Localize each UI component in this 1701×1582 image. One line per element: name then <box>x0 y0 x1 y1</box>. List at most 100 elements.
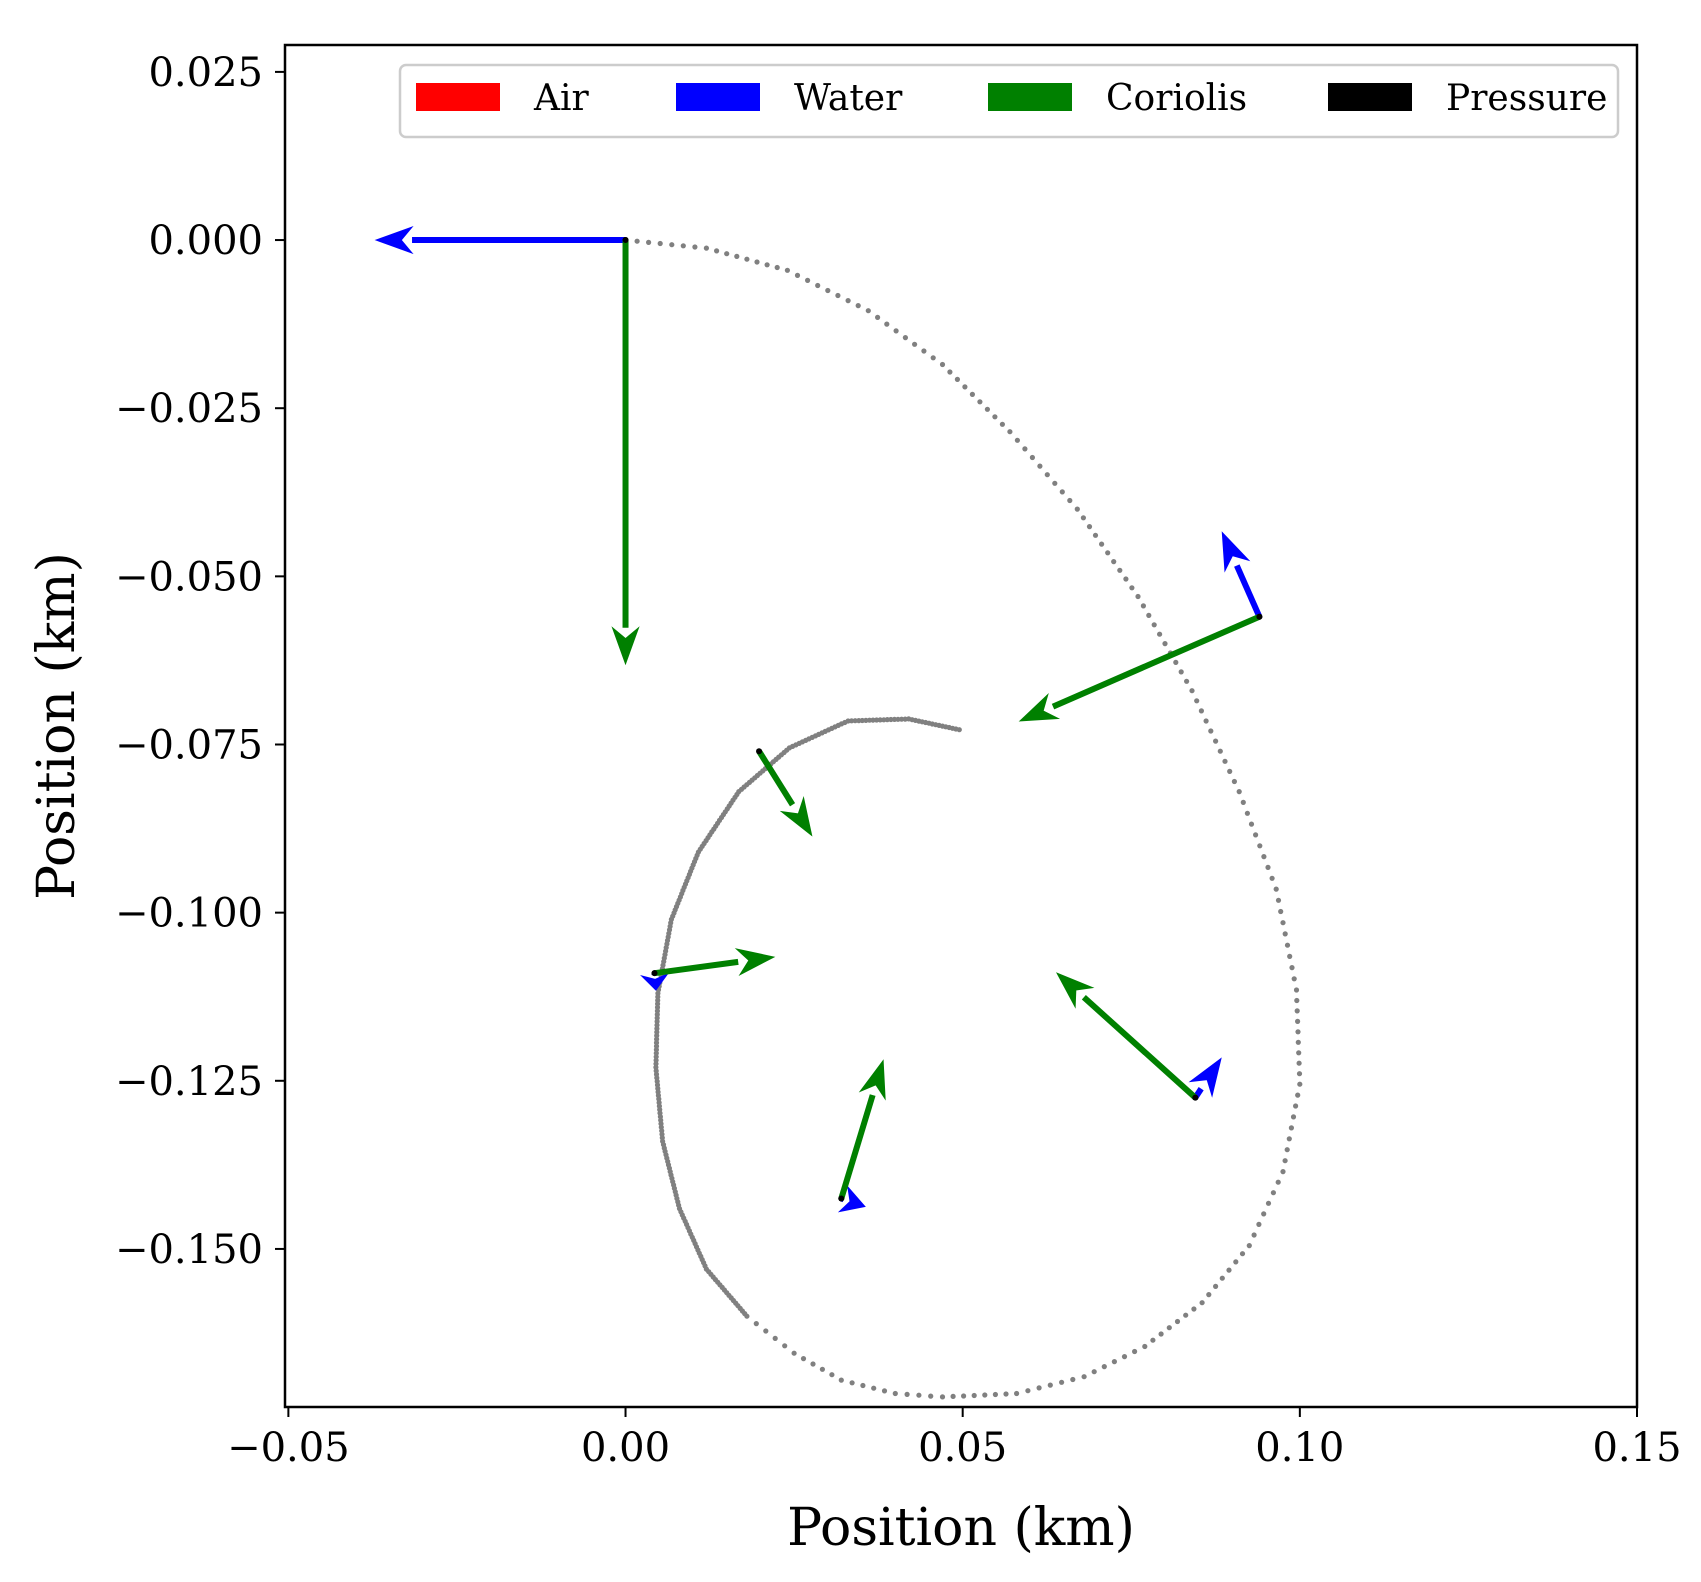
trajectory-point <box>954 376 961 382</box>
trajectory-point <box>1217 748 1223 754</box>
arrow-origin-marker <box>1192 1094 1199 1101</box>
trajectory-point <box>871 1385 877 1391</box>
trajectory-point <box>1284 1147 1290 1153</box>
trajectory-point <box>753 1321 759 1327</box>
trajectory-point <box>764 262 770 268</box>
trajectory-point <box>1140 603 1146 609</box>
trajectory-point <box>1294 1008 1300 1014</box>
coriolis-arrow <box>651 948 776 977</box>
coriolis-arrow-head <box>734 948 776 977</box>
trajectory-point <box>1275 897 1282 903</box>
trajectory-point <box>1251 1232 1257 1238</box>
trajectory-point <box>893 328 899 334</box>
trajectory-point <box>962 384 968 390</box>
trajectory-point <box>714 248 720 254</box>
trajectory-point <box>1275 1179 1281 1185</box>
legend-item-air: Air <box>416 78 590 119</box>
coriolis-arrow-head <box>858 1059 886 1101</box>
trajectory-point <box>1101 1364 1107 1370</box>
trajectory-point <box>881 1388 888 1394</box>
trajectory-point <box>772 1335 778 1341</box>
trajectory-point <box>971 1392 977 1399</box>
trajectory-point <box>1198 708 1204 714</box>
trajectory-point <box>1248 821 1255 827</box>
x-tick-label: 0.05 <box>918 1425 1007 1471</box>
trajectory-point <box>1287 953 1293 960</box>
trajectory-point <box>744 256 750 262</box>
trajectory-point <box>1086 524 1093 530</box>
coriolis-arrow-shaft <box>654 958 739 977</box>
legend-item-water: Water <box>676 78 903 119</box>
legend-swatch <box>676 83 760 111</box>
trajectory-point <box>1194 698 1200 704</box>
y-tick-label: 0.025 <box>148 50 263 96</box>
trajectory-point <box>1282 1158 1288 1164</box>
x-tick-label: 0.00 <box>581 1425 670 1471</box>
trajectory-point <box>800 1356 807 1362</box>
trajectory-point <box>849 1380 855 1386</box>
trajectory-point <box>784 267 791 273</box>
trajectory-point <box>1296 1060 1302 1066</box>
legend-swatch <box>1328 83 1412 111</box>
trajectory-point <box>810 1361 816 1367</box>
coriolis-arrow <box>611 237 640 666</box>
legend-label: Water <box>794 78 903 119</box>
trajectory-point <box>835 292 841 299</box>
trajectory-point <box>1184 678 1190 684</box>
y-tick-label: 0.000 <box>148 218 263 264</box>
trajectory-point <box>1105 550 1111 556</box>
trajectory-point <box>791 1350 797 1356</box>
trajectory-point <box>1296 1050 1302 1056</box>
trajectory-point <box>1067 497 1073 504</box>
trajectory-point <box>1289 965 1295 971</box>
trajectory-point <box>1191 1306 1197 1312</box>
trajectory-point <box>984 406 991 412</box>
trajectory-point <box>956 727 962 733</box>
trajectory-point <box>1284 942 1291 948</box>
trajectory-point <box>825 287 831 294</box>
trajectory-point <box>1178 669 1184 675</box>
trajectory-point <box>875 314 881 320</box>
trajectory-point <box>1269 875 1275 881</box>
trajectory-point <box>999 421 1006 427</box>
trajectory-point <box>1280 1169 1286 1175</box>
trajectory-point <box>950 1393 956 1399</box>
trajectory-point <box>1213 738 1219 744</box>
trajectory-point <box>860 1382 866 1389</box>
trajectory-point <box>1183 1312 1189 1318</box>
coriolis-arrow-shaft <box>838 1094 876 1200</box>
trajectory-point <box>1091 1369 1097 1375</box>
trajectory-point <box>1123 576 1129 582</box>
y-tick-label: −0.100 <box>115 891 263 937</box>
trajectory-point <box>992 1391 999 1398</box>
trajectory-layer <box>622 237 1303 1400</box>
trajectory-point <box>1295 1039 1301 1045</box>
x-tick-label: 0.15 <box>1592 1425 1681 1471</box>
trajectory-point <box>1203 718 1209 724</box>
trajectory-point <box>1213 1283 1219 1289</box>
trajectory-point <box>782 1343 788 1349</box>
x-tick-label: 0.10 <box>1255 1425 1344 1471</box>
trajectory-point <box>1278 908 1284 915</box>
trajectory-point <box>1166 1325 1172 1331</box>
trajectory-point <box>1007 429 1013 435</box>
trajectory-point <box>902 335 909 341</box>
trajectory-point <box>1092 532 1099 538</box>
trajectory-point <box>1293 1103 1299 1109</box>
trajectory-point <box>1280 920 1286 926</box>
trajectory-point <box>1294 997 1300 1004</box>
legend-label: Coriolis <box>1106 78 1247 119</box>
trajectory-point <box>1157 631 1163 637</box>
trajectory-point <box>1111 1359 1117 1365</box>
trajectory-point <box>1099 541 1105 547</box>
trajectory-point <box>1270 1190 1276 1196</box>
trajectory-point <box>692 244 698 250</box>
arrow-layer <box>374 225 1263 1213</box>
trajectory-point <box>646 239 652 245</box>
trajectory-point <box>855 303 861 309</box>
water-arrow-head <box>640 972 670 991</box>
trajectory-point <box>1295 1018 1301 1024</box>
coriolis-arrow <box>1018 613 1263 722</box>
trajectory-point <box>912 341 918 347</box>
